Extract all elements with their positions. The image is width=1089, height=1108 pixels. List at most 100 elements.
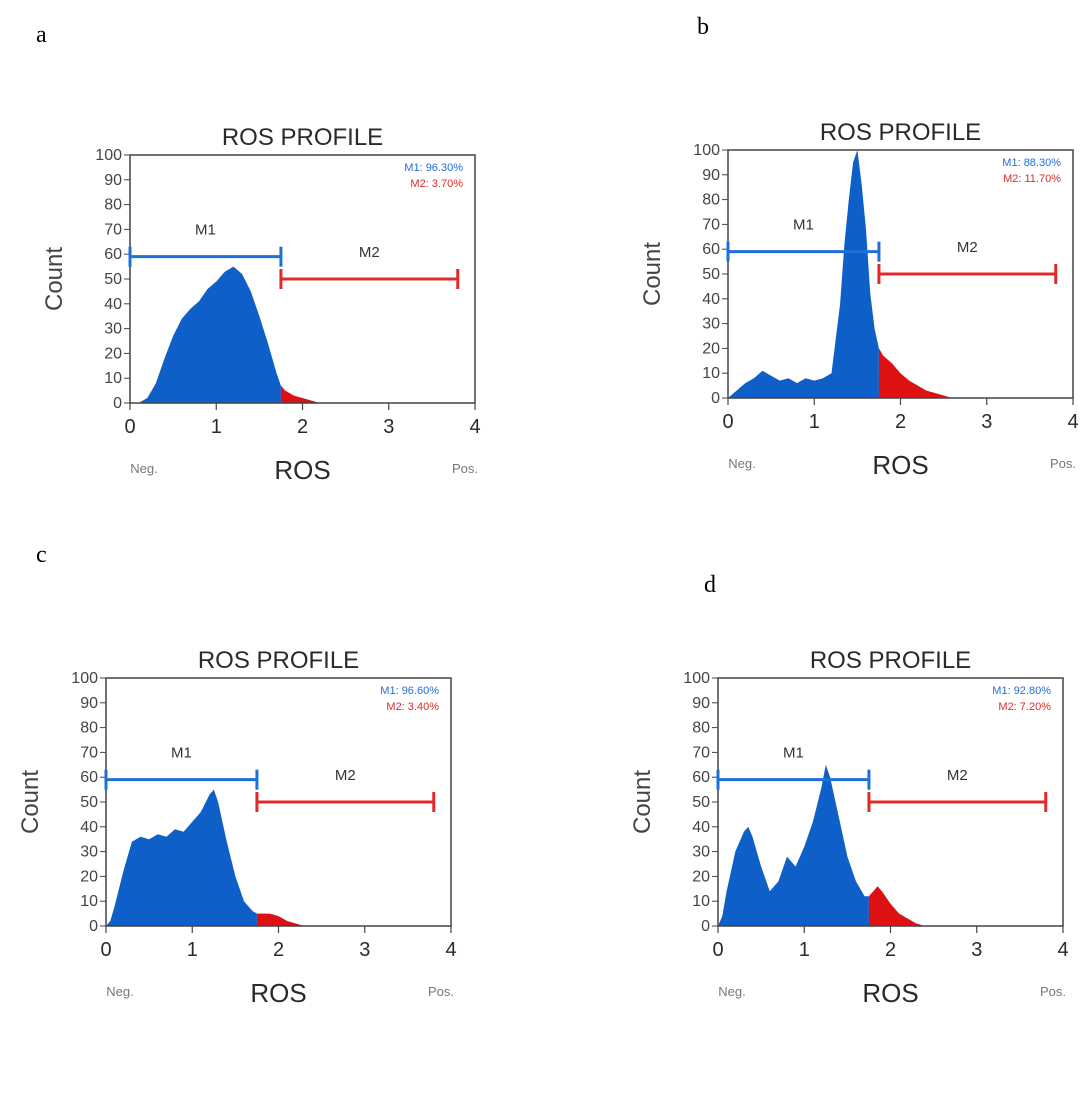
x-tick-label: 0 [722, 411, 733, 433]
y-tick-label: 10 [104, 370, 122, 387]
x-pos-label: Pos. [1040, 984, 1066, 999]
x-tick-label: 4 [1067, 411, 1078, 433]
y-tick-label: 10 [692, 893, 710, 910]
x-tick-label: 1 [809, 411, 820, 433]
gate-label-m2: M2 [957, 239, 978, 256]
x-axis-label: ROS [862, 978, 918, 1008]
histogram-b: ROS PROFILE Count 0 10 20 30 40 50 60 70 80 90 100 0 1… [639, 119, 1079, 480]
y-tick-label: 50 [80, 794, 98, 811]
x-axis-label: ROS [250, 978, 306, 1008]
x-tick-label: 1 [211, 416, 222, 438]
histogram-area-m2 [878, 348, 953, 398]
y-tick-label: 30 [702, 316, 720, 333]
histogram-area-m1 [130, 266, 281, 403]
panel-label-b: b [697, 14, 709, 40]
chart-panel-c: ROS PROFILE Count 0 10 20 30 40 50 60 70 80 90 100 0 1… [6, 638, 466, 1108]
y-tick-label: 90 [702, 167, 720, 184]
gate-stat-m2: M2: 3.70% [410, 178, 463, 190]
x-tick-label: 4 [1057, 939, 1068, 961]
histogram-area-m2 [868, 886, 925, 926]
y-tick-label: 80 [104, 197, 122, 214]
x-tick-label: 3 [971, 939, 982, 961]
y-tick-label: 80 [692, 720, 710, 737]
y-tick-label: 40 [104, 296, 122, 313]
chart-panel-b: ROS PROFILE Count 0 10 20 30 40 50 60 70 80 90 100 0 1… [628, 110, 1088, 580]
histogram-d: ROS PROFILE Count 0 10 20 30 40 50 60 70 80 90 100 0 1… [629, 647, 1069, 1008]
y-tick-label: 70 [80, 744, 98, 761]
y-tick-label: 70 [104, 221, 122, 238]
histogram-area-m2 [280, 385, 329, 403]
y-tick-label: 60 [702, 241, 720, 258]
panel-label-a: a [36, 22, 47, 48]
y-tick-label: 70 [702, 216, 720, 233]
y-tick-label: 10 [80, 893, 98, 910]
y-tick-label: 50 [702, 266, 720, 283]
y-axis-label: Count [629, 770, 656, 834]
x-tick-label: 1 [799, 939, 810, 961]
gate-stat-m1: M1: 96.60% [380, 685, 439, 697]
x-tick-label: 4 [469, 416, 480, 438]
y-tick-label: 20 [104, 345, 122, 362]
y-tick-label: 100 [95, 147, 122, 164]
x-tick-label: 2 [297, 416, 308, 438]
panel-label-c: c [36, 542, 47, 568]
panel-label-d: d [704, 572, 716, 598]
histogram-area-m1 [728, 150, 879, 398]
x-neg-label: Neg. [106, 984, 133, 999]
x-tick-label: 4 [445, 939, 456, 961]
y-tick-label: 90 [104, 172, 122, 189]
x-tick-label: 2 [895, 411, 906, 433]
x-pos-label: Pos. [428, 984, 454, 999]
x-pos-label: Pos. [1050, 456, 1076, 471]
histogram-c: ROS PROFILE Count 0 10 20 30 40 50 60 70 80 90 100 0 1… [17, 647, 457, 1008]
y-tick-label: 20 [692, 868, 710, 885]
x-tick-label: 0 [124, 416, 135, 438]
gate-label-m1: M1 [171, 745, 192, 762]
y-tick-label: 70 [692, 744, 710, 761]
x-tick-label: 2 [885, 939, 896, 961]
y-axis-label: Count [639, 242, 666, 306]
gate-label-m2: M2 [335, 767, 356, 784]
x-axis-label: ROS [274, 455, 330, 485]
gate-label-m1: M1 [195, 222, 216, 239]
y-tick-label: 20 [80, 868, 98, 885]
x-pos-label: Pos. [452, 461, 478, 476]
x-neg-label: Neg. [718, 984, 745, 999]
x-axis-label: ROS [872, 450, 928, 480]
y-tick-label: 50 [692, 794, 710, 811]
y-tick-label: 10 [702, 365, 720, 382]
y-tick-label: 30 [104, 321, 122, 338]
x-tick-label: 3 [981, 411, 992, 433]
chart-title: ROS PROFILE [198, 647, 359, 674]
gate-stat-m1: M1: 88.30% [1002, 157, 1061, 169]
gate-label-m2: M2 [359, 244, 380, 261]
y-tick-label: 60 [80, 769, 98, 786]
y-tick-label: 30 [692, 844, 710, 861]
y-axis-label: Count [17, 770, 44, 834]
chart-panel-d: ROS PROFILE Count 0 10 20 30 40 50 60 70 80 90 100 0 1… [618, 638, 1078, 1108]
y-tick-label: 0 [701, 918, 710, 935]
gate-stat-m2: M2: 7.20% [998, 701, 1051, 713]
gate-stat-m1: M1: 92.80% [992, 685, 1051, 697]
gate-stat-m2: M2: 11.70% [1003, 173, 1061, 185]
x-tick-label: 3 [383, 416, 394, 438]
y-tick-label: 40 [80, 819, 98, 836]
gate-label-m1: M1 [783, 745, 804, 762]
y-tick-label: 0 [89, 918, 98, 935]
y-tick-label: 0 [711, 390, 720, 407]
y-tick-label: 100 [71, 670, 98, 687]
y-tick-label: 60 [104, 246, 122, 263]
y-tick-label: 90 [692, 695, 710, 712]
x-tick-label: 0 [712, 939, 723, 961]
chart-panel-a: ROS PROFILE Count 0 10 20 30 40 50 60 70 80 90 100 0 1… [30, 115, 490, 585]
y-tick-label: 20 [702, 340, 720, 357]
y-tick-label: 100 [693, 142, 720, 159]
y-tick-label: 100 [683, 670, 710, 687]
x-tick-label: 2 [273, 939, 284, 961]
gate-label-m1: M1 [793, 217, 814, 234]
histogram-a: ROS PROFILE Count 0 10 20 30 40 50 60 70 80 90 100 0 1… [41, 124, 481, 485]
histogram-area-m1 [718, 764, 869, 926]
gate-stat-m2: M2: 3.40% [386, 701, 439, 713]
x-neg-label: Neg. [130, 461, 157, 476]
x-tick-label: 3 [359, 939, 370, 961]
